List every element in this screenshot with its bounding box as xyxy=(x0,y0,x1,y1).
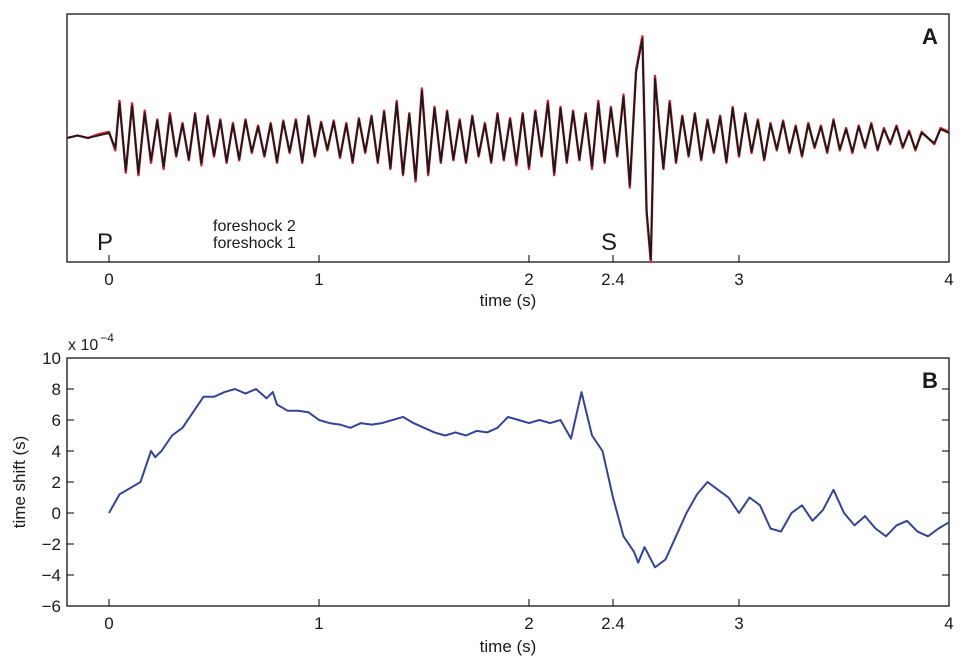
phase-label-p: P xyxy=(97,229,113,256)
panel-b-y-tick-label: −4 xyxy=(42,566,61,585)
panel-b-x-tick-label: 3 xyxy=(734,614,743,633)
panel-b-y-ticks: −6 −4 −2 0 2 4 6 8 10 xyxy=(42,349,949,616)
foreshock-1-trace xyxy=(66,37,950,261)
panel-b-series xyxy=(108,388,950,569)
panel-b-frame xyxy=(66,357,950,607)
phase-label-s: S xyxy=(601,229,617,256)
panel-b-y-tick-label: 2 xyxy=(52,473,61,492)
panel-b-scale-exponent: −4 xyxy=(100,331,114,345)
panel-b-y-tick-label: −6 xyxy=(42,597,61,616)
panel-b-scale-label: x 10 −4 xyxy=(68,331,114,354)
panel-a-x-tick-label: 0 xyxy=(104,270,113,289)
panel-b-y-tick-label: 6 xyxy=(52,411,61,430)
panel-b-x-axis-label: time (s) xyxy=(480,637,537,656)
panel-b-y-tick-label: 10 xyxy=(42,349,61,368)
panel-b-label: B xyxy=(922,368,938,393)
panel-a-x-axis-label: time (s) xyxy=(480,291,537,310)
panel-b-x-ticks: 0 1 2 2.4 3 4 xyxy=(104,599,954,633)
panel-b-y-tick-label: 4 xyxy=(52,442,61,461)
panel-a-x-tick-label: 1 xyxy=(314,270,323,289)
panel-b-y-tick-label: 0 xyxy=(52,504,61,523)
panel-a-x-tick-label: 2.4 xyxy=(601,270,625,289)
panel-b-y-tick-label: 8 xyxy=(52,380,61,399)
panel-a-label: A xyxy=(922,24,938,49)
panel-b-x-tick-label: 4 xyxy=(944,614,953,633)
panel-a-x-tick-label: 3 xyxy=(734,270,743,289)
legend-foreshock-2: foreshock 2 xyxy=(213,218,296,235)
panel-b-y-axis-label: time shift (s) xyxy=(10,436,29,529)
panel-b-y-tick-label: −2 xyxy=(42,535,61,554)
time-shift-line xyxy=(108,388,950,569)
panel-a-x-tick-label: 2 xyxy=(524,270,533,289)
panel-b-x-tick-label: 2 xyxy=(524,614,533,633)
panel-a-series xyxy=(66,35,950,264)
panel-a-x-tick-label: 4 xyxy=(944,270,953,289)
panel-b-scale-base: x 10 xyxy=(68,337,98,354)
legend-foreshock-1: foreshock 1 xyxy=(213,235,296,252)
panel-a-x-ticks: 0 1 2 2.4 3 4 xyxy=(104,255,954,289)
panel-b-x-tick-label: 2.4 xyxy=(601,614,625,633)
panel-b-x-tick-label: 1 xyxy=(314,614,323,633)
panel-b-x-tick-label: 0 xyxy=(104,614,113,633)
